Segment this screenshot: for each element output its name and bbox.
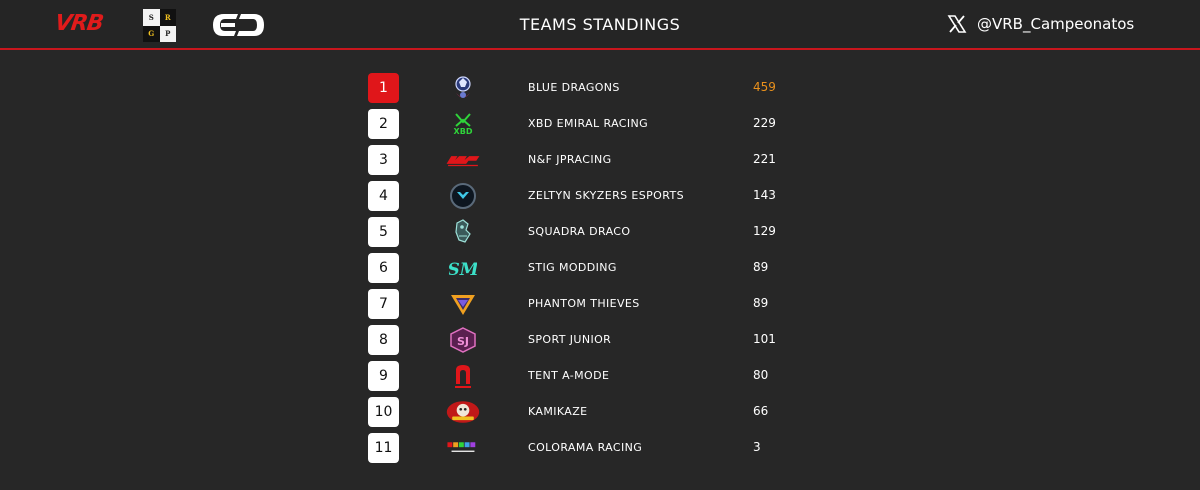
team-name: KAMIKAZE: [528, 405, 588, 418]
x-logo-icon: [947, 15, 967, 33]
standings-row: 10 KAMIKAZE 66: [368, 397, 818, 427]
team-points: 129: [753, 224, 776, 238]
zeltyn-logo-icon: [445, 181, 481, 211]
team-points: 459: [753, 80, 776, 94]
standings-row: 7 PHANTOM THIEVES 89: [368, 289, 818, 319]
team-name: PHANTOM THIEVES: [528, 297, 640, 310]
squadra-draco-logo-icon: [445, 217, 481, 247]
position-badge: 2: [368, 109, 399, 139]
colorama-logo-icon: [445, 433, 481, 463]
position-badge: 10: [368, 397, 399, 427]
team-name: STIG MODDING: [528, 261, 617, 274]
team-points: 89: [753, 296, 769, 310]
jpracing-logo-icon: [445, 145, 481, 175]
team-name: COLORAMA RACING: [528, 441, 643, 454]
team-name: ZELTYN SKYZERS ESPORTS: [528, 189, 684, 202]
team-name: N&F JPRACING: [528, 153, 612, 166]
standings-row: 11 COLORAMA RACING 3: [368, 433, 818, 463]
team-points: 221: [753, 152, 776, 166]
team-points: 143: [753, 188, 776, 202]
standings-row: 6 SM STIG MODDING 89: [368, 253, 818, 283]
team-points: 229: [753, 116, 776, 130]
xbd-logo-icon: XBD: [445, 109, 481, 139]
team-name: SPORT JUNIOR: [528, 333, 612, 346]
blue-dragons-logo-icon: [445, 73, 481, 103]
standings-row: 4 ZELTYN SKYZERS ESPORTS 143: [368, 181, 818, 211]
team-name: TENT A-MODE: [528, 369, 610, 382]
header-divider: [0, 48, 1200, 50]
team-points: 66: [753, 404, 769, 418]
position-badge: 7: [368, 289, 399, 319]
ed-logo-icon: [208, 10, 266, 44]
phantom-thieves-logo-icon: [445, 289, 481, 319]
position-badge: 6: [368, 253, 399, 283]
tent-a-mode-logo-icon: [445, 361, 481, 391]
header-bar: VRB S R G P TEAMS STANDINGS @VRB_Campeon…: [0, 0, 1200, 50]
team-points: 80: [753, 368, 769, 382]
position-badge: 8: [368, 325, 399, 355]
kamikaze-logo-icon: [445, 397, 481, 427]
stig-modding-logo-icon: SM: [445, 253, 481, 283]
team-points: 101: [753, 332, 776, 346]
svg-text:SJ: SJ: [457, 335, 469, 348]
sport-junior-logo-icon: SJ: [445, 325, 481, 355]
svg-text:XBD: XBD: [454, 127, 473, 136]
position-badge: 3: [368, 145, 399, 175]
standings-row: 5 SQUADRA DRACO 129: [368, 217, 818, 247]
page-title: TEAMS STANDINGS: [519, 15, 681, 34]
team-name: BLUE DRAGONS: [528, 81, 620, 94]
team-name: XBD EMIRAL RACING: [528, 117, 649, 130]
team-points: 89: [753, 260, 769, 274]
social-handle-link[interactable]: @VRB_Campeonatos: [947, 14, 1134, 34]
position-badge: 11: [368, 433, 399, 463]
position-badge: 9: [368, 361, 399, 391]
position-badge: 4: [368, 181, 399, 211]
standings-row: 8 SJ SPORT JUNIOR 101: [368, 325, 818, 355]
standings-row: 1 BLUE DRAGONS 459: [368, 73, 818, 103]
srgp-logo: S R G P: [143, 9, 176, 42]
standings-row: 3 N&F JPRACING 221: [368, 145, 818, 175]
position-badge: 1: [368, 73, 399, 103]
social-handle-text: @VRB_Campeonatos: [977, 15, 1135, 33]
team-name: SQUADRA DRACO: [528, 225, 631, 238]
svg-text:SM: SM: [449, 260, 477, 280]
standings-row: 2 XBD XBD EMIRAL RACING 229: [368, 109, 818, 139]
standings-row: 9 TENT A-MODE 80: [368, 361, 818, 391]
team-points: 3: [753, 440, 761, 454]
position-badge: 5: [368, 217, 399, 247]
